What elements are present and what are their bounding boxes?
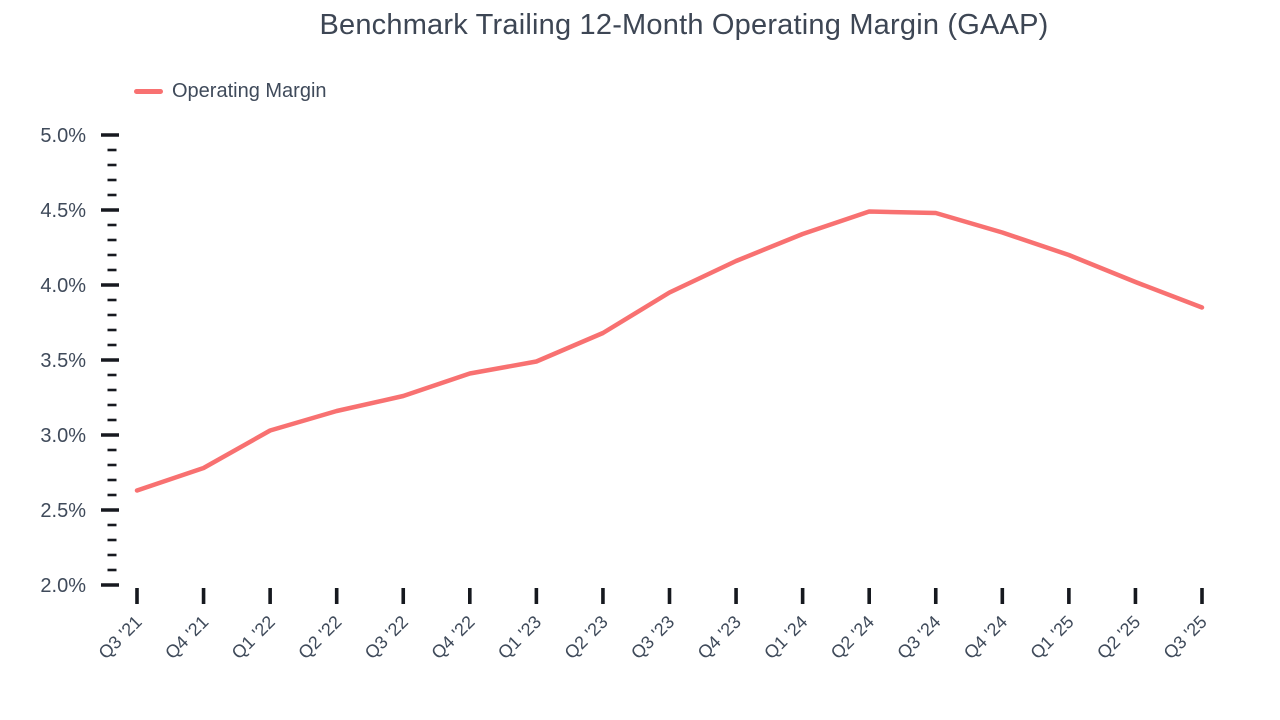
x-tick-label: Q4 '21 xyxy=(161,612,212,663)
legend-label: Operating Margin xyxy=(172,80,327,102)
y-tick-label: 4.5% xyxy=(40,200,86,222)
chart-title: Benchmark Trailing 12-Month Operating Ma… xyxy=(319,9,1049,41)
y-tick-label: 3.5% xyxy=(40,350,86,372)
x-tick-label: Q3 '25 xyxy=(1160,612,1211,663)
x-tick-label: Q3 '23 xyxy=(627,612,678,663)
x-tick-label: Q4 '22 xyxy=(427,612,478,663)
y-tick-label: 2.0% xyxy=(40,575,86,597)
legend-line-swatch xyxy=(134,89,163,94)
legend: Operating Margin xyxy=(134,80,327,103)
y-tick-label: 4.0% xyxy=(40,275,86,297)
x-tick-label: Q4 '24 xyxy=(960,612,1011,663)
x-tick-label: Q3 '24 xyxy=(893,612,944,663)
x-axis: Q3 '21 Q4 '21 Q1 '22 Q2 '22 Q3 '22 Q4 '22 Q1 '… xyxy=(95,588,1211,663)
x-tick-label: Q2 '25 xyxy=(1093,612,1144,663)
x-tick-label: Q1 '22 xyxy=(228,612,279,663)
x-tick-label: Q3 '22 xyxy=(361,612,412,663)
x-tick-label: Q1 '23 xyxy=(494,612,545,663)
x-tick-label: Q3 '21 xyxy=(95,612,146,663)
y-tick-label: 3.0% xyxy=(40,425,86,447)
series-line-operating-margin xyxy=(134,209,1205,493)
x-tick-label: Q1 '25 xyxy=(1026,612,1077,663)
y-tick-label: 5.0% xyxy=(40,125,86,147)
x-tick-label: Q2 '22 xyxy=(294,612,345,663)
x-tick-label: Q2 '23 xyxy=(561,612,612,663)
x-tick-label: Q4 '23 xyxy=(694,612,745,663)
x-tick-label: Q2 '24 xyxy=(827,612,878,663)
y-axis: 2.0% 2.5% 3.0% 3.5% 4.0% 4.5% 5.0% xyxy=(40,125,119,597)
x-tick-label: Q1 '24 xyxy=(760,612,811,663)
y-tick-label: 2.5% xyxy=(40,500,86,522)
